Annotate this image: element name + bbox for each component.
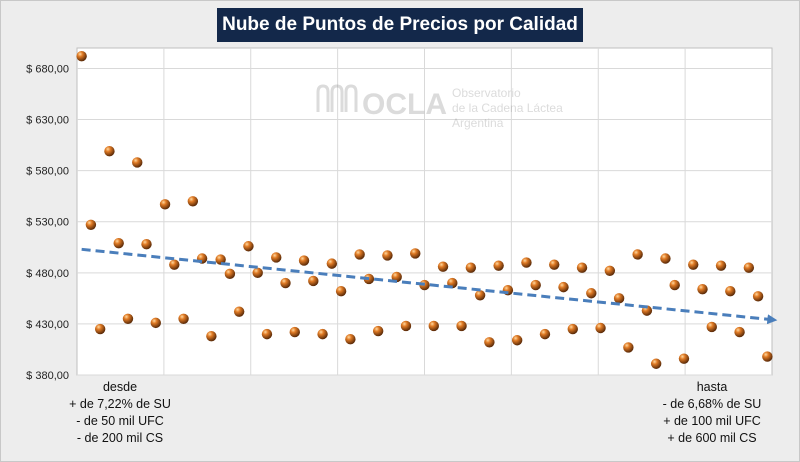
scatter-point — [104, 146, 115, 157]
scatter-point — [345, 334, 356, 345]
y-tick-label: $ 480,00 — [26, 268, 69, 280]
scatter-point — [317, 328, 328, 340]
scatter-point — [660, 253, 671, 264]
scatter-point — [141, 239, 152, 250]
scatter-point — [391, 271, 402, 283]
y-tick-label: $ 580,00 — [26, 166, 69, 178]
scatter-point — [604, 265, 616, 276]
scatter-point — [280, 277, 291, 289]
scatter-point — [688, 259, 699, 270]
scatter-point — [697, 283, 708, 295]
annotation-left-line: + de 7,22% de SU — [69, 397, 171, 411]
scatter-point — [206, 330, 217, 342]
scatter-point — [308, 275, 319, 287]
annotation-left-line: - de 200 mil CS — [76, 431, 164, 445]
scatter-point — [224, 268, 236, 280]
scatter-point — [437, 261, 449, 272]
annotation-right: hasta - de 6,68% de SU + de 100 mil UFC … — [642, 379, 782, 447]
y-tick-label: $ 680,00 — [26, 63, 69, 75]
scatter-point — [530, 279, 541, 291]
ocla-logo-icon — [316, 84, 358, 112]
annotation-left: desde + de 7,22% de SU - de 50 mil UFC -… — [50, 379, 190, 447]
ocla-watermark: OCLA Observatorio de la Cadena Láctea Ar… — [316, 84, 563, 130]
watermark-line1: Observatorio — [452, 86, 521, 100]
scatter-point — [715, 260, 727, 271]
scatter-point — [465, 262, 477, 273]
annotation-right-line: hasta — [696, 380, 728, 394]
scatter-point — [113, 237, 124, 249]
scatter-point — [586, 288, 597, 299]
scatter-point — [558, 281, 569, 293]
scatter-point — [243, 241, 254, 252]
scatter-point — [595, 322, 606, 334]
scatter-point — [493, 260, 504, 271]
scatter-point — [484, 337, 495, 348]
scatter-point — [743, 262, 755, 273]
scatter-point — [372, 325, 384, 337]
scatter-point — [725, 286, 736, 297]
scatter-point — [762, 351, 773, 362]
scatter-point — [567, 323, 578, 335]
scatter-point — [511, 335, 523, 346]
y-tick-label: $ 430,00 — [26, 319, 69, 331]
scatter-point — [187, 196, 199, 207]
scatter-point — [623, 342, 634, 353]
scatter-point — [178, 313, 189, 324]
scatter-point — [76, 50, 87, 62]
scatter-point — [261, 328, 273, 340]
scatter-point — [632, 249, 643, 260]
scatter-point — [326, 258, 338, 269]
annotation-right-line: + de 100 mil UFC — [663, 414, 761, 428]
annotation-right-line: - de 6,68% de SU — [662, 397, 762, 411]
scatter-point — [215, 254, 226, 265]
scatter-point — [122, 313, 134, 324]
scatter-point — [298, 255, 310, 266]
scatter-point — [382, 250, 393, 261]
watermark-logo-text: OCLA — [362, 88, 447, 121]
scatter-point — [521, 257, 532, 268]
scatter-point — [252, 267, 263, 279]
scatter-point — [271, 252, 282, 263]
scatter-point — [159, 199, 171, 210]
y-tick-label: $ 630,00 — [26, 115, 69, 127]
scatter-point — [85, 219, 97, 230]
scatter-point — [539, 328, 551, 340]
scatter-point — [400, 320, 412, 332]
chart-title: Nube de Puntos de Precios por Calidad — [217, 8, 583, 42]
scatter-point — [94, 323, 106, 335]
annotation-left-line: - de 50 mil UFC — [76, 414, 164, 428]
gridlines — [77, 48, 772, 376]
scatter-point — [456, 320, 467, 332]
scatter-point — [233, 306, 245, 317]
scatter-point — [169, 259, 180, 270]
scatter-point — [150, 317, 161, 329]
annotation-right-line: + de 600 mil CS — [667, 431, 757, 445]
scatter-point — [474, 290, 486, 301]
scatter-point — [289, 326, 300, 338]
scatter-point — [734, 326, 745, 338]
scatter-point — [669, 279, 680, 291]
scatter-point — [678, 353, 690, 364]
watermark-line3: Argentina — [452, 116, 504, 130]
scatter-point — [132, 157, 143, 168]
y-tick-label: $ 530,00 — [26, 217, 69, 229]
scatter-point — [549, 259, 560, 270]
y-axis-ticks: $ 380,00 $ 430,00 $ 480,00 $ 530,00 $ 580,00… — [26, 63, 69, 382]
y-tick-label: $ 380,00 — [26, 370, 69, 382]
watermark-line2: de la Cadena Láctea — [452, 101, 563, 115]
scatter-point — [613, 293, 625, 304]
trendline-arrow — [81, 247, 778, 325]
scatter-point — [354, 249, 365, 260]
annotation-left-line: desde — [102, 380, 138, 394]
scatter-point — [428, 320, 439, 332]
scatter-point — [752, 291, 764, 302]
scatter-point — [650, 358, 662, 369]
scatter-point — [576, 262, 588, 273]
scatter-point — [706, 321, 717, 333]
scatter-point — [335, 286, 347, 297]
trendline — [81, 247, 778, 325]
scatter-point — [410, 248, 421, 259]
